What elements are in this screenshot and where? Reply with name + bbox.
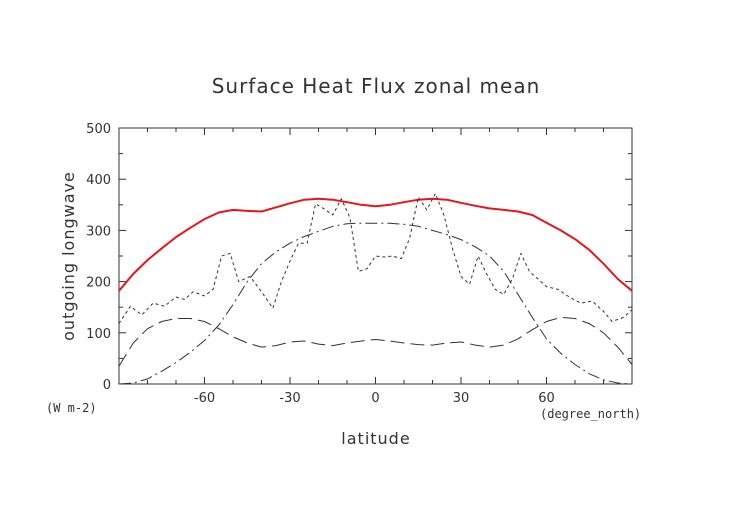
chart-title: Surface Heat Flux zonal mean bbox=[212, 74, 541, 98]
x-tick-label: 30 bbox=[453, 391, 470, 406]
y-tick-label: 300 bbox=[86, 224, 111, 239]
y-axis: 0 100 200 300 400 500 bbox=[86, 122, 632, 393]
x-tick-label: -60 bbox=[194, 391, 215, 406]
x-axis-label: latitude bbox=[341, 429, 410, 448]
y-axis-label: outgoing longwave bbox=[59, 171, 78, 341]
y-tick-label: 100 bbox=[86, 327, 111, 342]
series-layer bbox=[118, 193, 633, 385]
x-tick-label: -30 bbox=[279, 391, 300, 406]
series-line-long-dash bbox=[118, 316, 633, 367]
plot-frame bbox=[118, 127, 633, 385]
x-axis: -60 -30 0 30 60 bbox=[118, 128, 633, 406]
series-line-dash-dot bbox=[118, 222, 633, 385]
series-line-dashed bbox=[118, 193, 633, 324]
y-units-label: (W m-2) bbox=[46, 401, 97, 415]
y-tick-label: 500 bbox=[86, 122, 111, 137]
y-tick-label: 200 bbox=[86, 276, 111, 291]
x-tick-label: 60 bbox=[538, 391, 555, 406]
x-units-label: (degree_north) bbox=[540, 407, 641, 421]
y-tick-label: 400 bbox=[86, 173, 111, 188]
x-tick-label: 0 bbox=[371, 391, 379, 406]
series-line-solid bbox=[118, 197, 633, 292]
y-tick-label: 0 bbox=[103, 378, 111, 393]
